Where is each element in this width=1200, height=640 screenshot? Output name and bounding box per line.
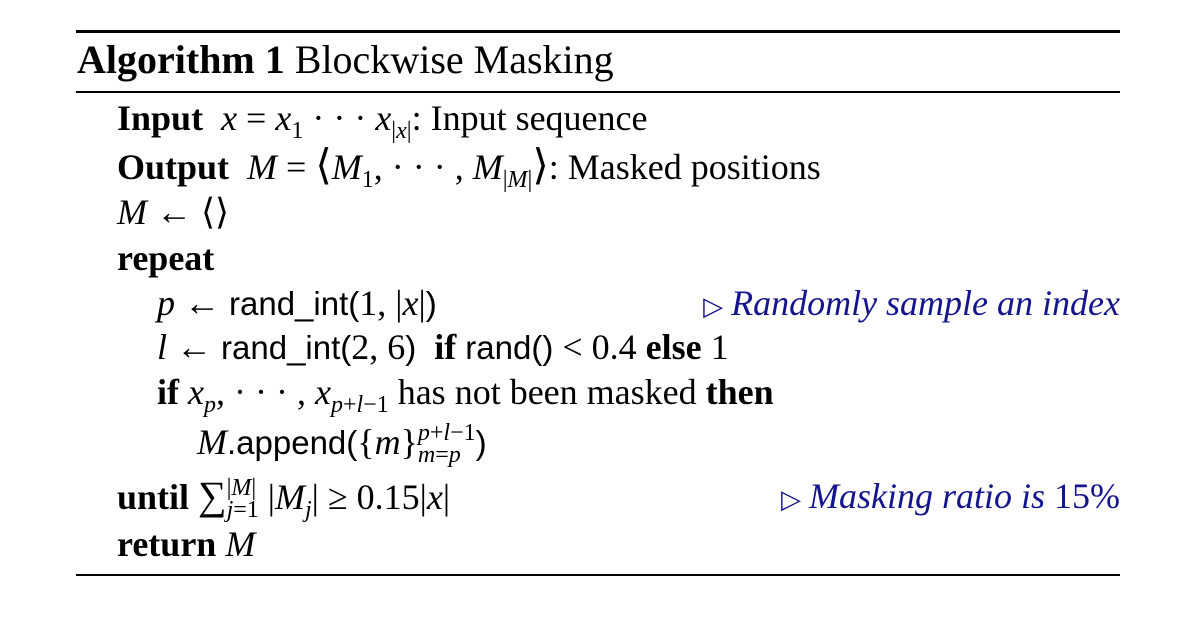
rand-int-fn-2: rand_int — [221, 329, 341, 366]
repeat-line: repeat — [117, 236, 214, 280]
input-keyword: Input — [117, 98, 204, 138]
sample-comment-text: Randomly sample an index — [731, 283, 1120, 323]
return-line: return M — [117, 524, 256, 564]
output-description: : Masked positions — [548, 147, 821, 187]
else-keyword: else — [645, 327, 702, 367]
algorithm-title: Algorithm 1 Blockwise Masking — [77, 36, 614, 84]
init-line: M ← ⟨⟩ — [117, 192, 230, 232]
comment-triangle-icon-2: ▷ — [780, 485, 801, 514]
output-keyword: Output — [117, 147, 230, 187]
append-line: M.append({m} p+l−1 m=p) — [197, 419, 487, 468]
sample-comment: ▷ Randomly sample an index — [703, 281, 1120, 329]
rand-int-fn: rand_int — [229, 285, 349, 322]
rand-fn: rand — [465, 329, 532, 366]
output-line: Output M = ⟨M1, · · · , M|M|⟩: Masked po… — [117, 143, 821, 194]
input-line: Input x = x1 · · · x|x|: Input sequence — [117, 98, 648, 145]
algorithm-label: Algorithm 1 — [77, 37, 285, 82]
not-masked-text: has not been masked — [397, 372, 697, 412]
append-fn: append — [236, 424, 347, 461]
repeat-keyword: repeat — [117, 238, 215, 278]
ratio-value: 15% — [1054, 476, 1120, 516]
sample-index-line: p ← rand_int(1, |x|) — [157, 283, 437, 323]
top-rule — [76, 30, 1120, 33]
then-keyword: then — [705, 372, 774, 412]
if-keyword-1: if — [434, 327, 457, 367]
if-keyword-2: if — [157, 372, 179, 412]
ratio-comment: ▷ Masking ratio is 15% — [781, 474, 1120, 522]
until-keyword: until — [117, 477, 190, 517]
bottom-rule — [76, 574, 1120, 576]
until-line: until ∑ |M| j=1 |Mj| ≥ 0.15|x| — [117, 473, 451, 524]
check-line: if xp, · · · , xp+l−1 has not been maske… — [157, 372, 774, 419]
input-description: : Input sequence — [411, 98, 648, 138]
prob-value: 0.4 — [591, 327, 637, 367]
algorithm-name: Blockwise Masking — [294, 37, 614, 82]
comment-triangle-icon: ▷ — [703, 292, 724, 321]
threshold-value: 0.15 — [356, 477, 420, 517]
title-rule — [76, 91, 1120, 93]
length-line: l ← rand_int(2, 6) if rand() < 0.4 else … — [157, 327, 729, 367]
ratio-comment-text: Masking ratio is — [808, 476, 1045, 516]
return-keyword: return — [117, 524, 217, 564]
